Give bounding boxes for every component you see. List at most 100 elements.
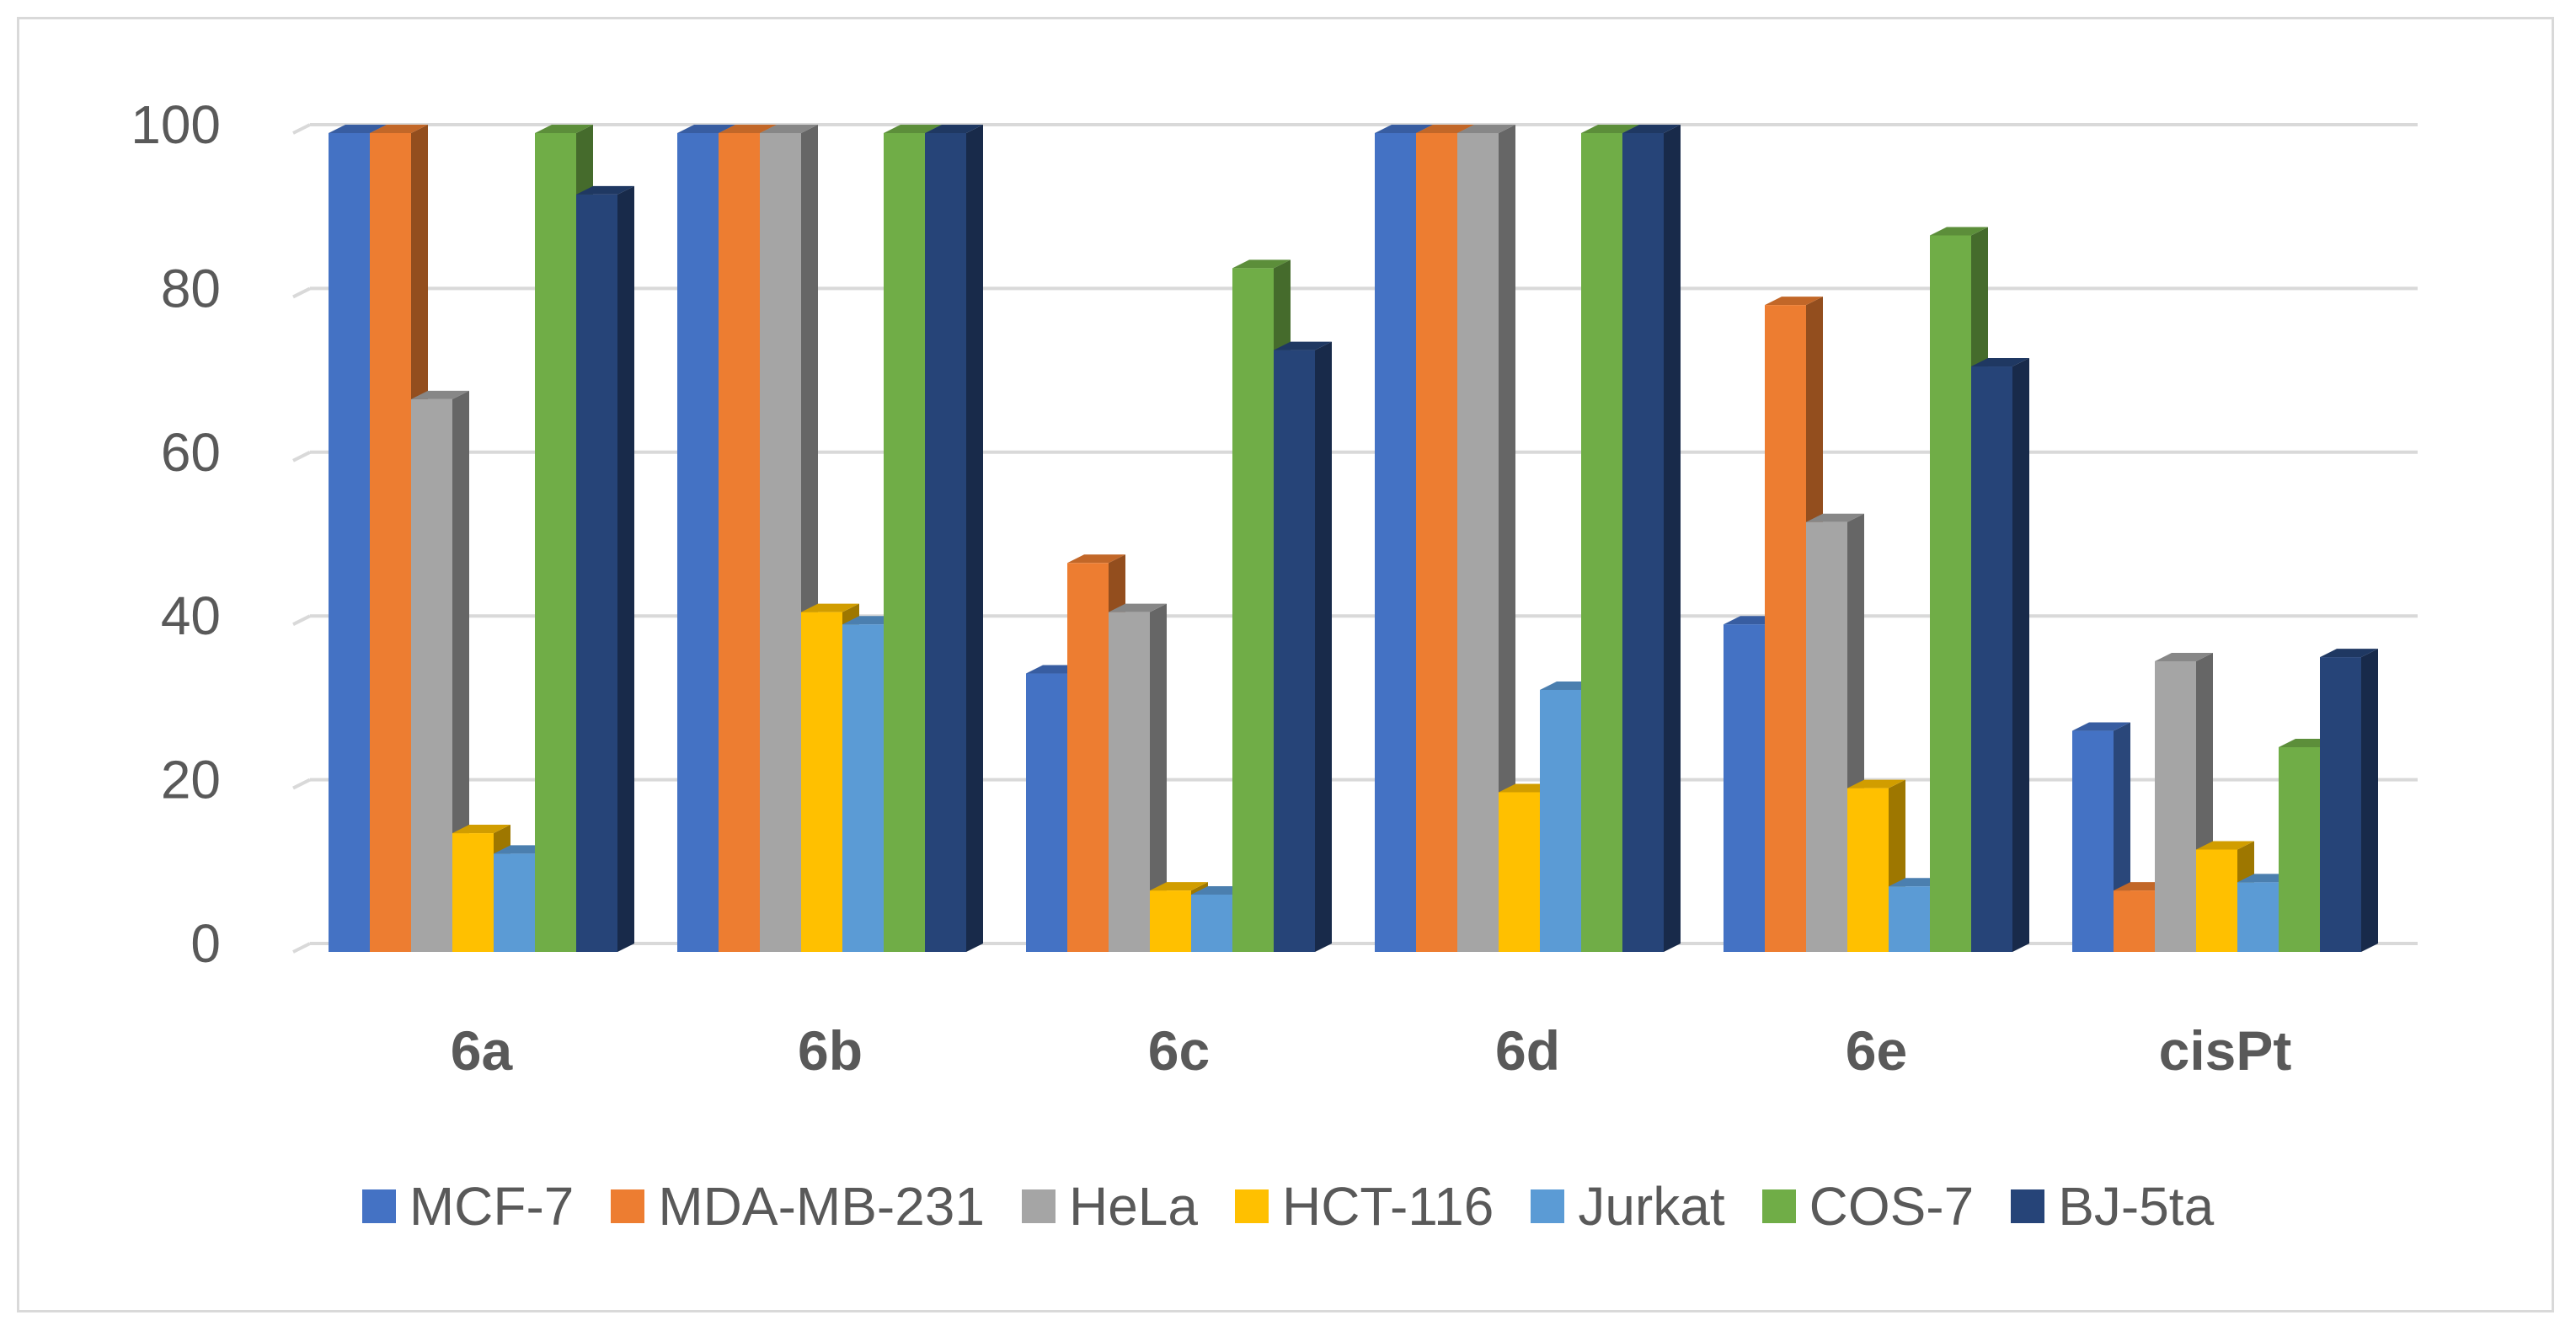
bar-side [1664,125,1681,952]
bar-top [1150,882,1208,891]
bar-top [677,125,735,133]
x-tick-label: 6a [451,1019,514,1082]
legend-swatch [1531,1189,1565,1223]
bar-front [760,133,801,952]
x-tick-label: 6e [1846,1019,1907,1082]
bar-front [576,194,617,952]
bar-front [2196,849,2237,952]
bar-top [2072,722,2130,731]
bar-6d-HeLa [1457,125,1515,952]
bar-top [1806,513,1864,522]
bar-front [1765,305,1806,952]
legend: MCF-7 MDA-MB-231 HeLa HCT-116 Jurkat COS-7 BJ-… [0,1175,2576,1237]
bar-top [452,825,510,834]
bar-front [1274,350,1315,953]
y-tick-label: 60 [161,422,221,483]
legend-label: BJ-5ta [2058,1176,2215,1237]
gridline-depth [292,123,311,135]
legend-item: BJ-5ta [2011,1175,2214,1237]
bar-top [1416,125,1474,133]
legend-item: COS-7 [1761,1175,1975,1237]
bar-6c-HeLa [1109,603,1167,952]
x-axis-ticks: 6a 6b 6c 6d 6e cisPt [451,1019,2292,1082]
bar-front [494,853,535,952]
bar-front [1806,521,1847,952]
bar-top [760,125,818,133]
bar-top [576,185,634,195]
bar-front [1232,268,1274,952]
bar-side [2012,358,2029,952]
bar-6e-Jurkat [1889,878,1947,952]
bar-top [1109,603,1167,612]
bar-top [1274,341,1332,350]
bar-front [1375,133,1416,952]
bar-side [2361,649,2378,952]
bar-front [535,133,576,952]
bar-front [1930,235,1971,952]
legend-label: HCT-116 [1281,1176,1494,1237]
legend-swatch [1761,1189,1796,1223]
bar-side [1315,341,1332,953]
y-axis-ticks: 0 20 40 60 80 100 [131,94,221,974]
bar-front [1416,133,1457,952]
legend-item: HeLa [1021,1175,1198,1237]
bar-top [329,125,387,133]
bar-front [1150,890,1191,952]
bar-front [1109,612,1150,952]
gridline-depth [292,451,311,462]
gridline-depth [292,286,311,299]
bar-front [452,833,494,952]
bar-front [925,133,966,952]
bars [329,125,2378,953]
bar-front [1067,563,1109,952]
bar-front [2072,730,2114,952]
bar-top [925,125,983,133]
bar-top [1765,297,1823,306]
legend-item: MDA-MB-231 [611,1175,985,1237]
legend-swatch [2011,1189,2045,1223]
bar-top [1622,125,1681,133]
bar-top [2196,841,2254,850]
bar-front [1581,133,1622,952]
bar-front [2155,660,2196,952]
bar-top [801,603,859,612]
bar-front [1889,886,1930,952]
bar-top [1067,554,1125,564]
bar-top [1847,779,1905,788]
bar-6e-BJ-5ta [1971,358,2029,952]
bar-front [842,624,884,952]
bar-front [2237,882,2279,952]
bar-front [411,398,452,952]
bar-front [370,133,411,952]
bar-front [1191,894,1232,952]
bar-cisPt-BJ-5ta [2320,649,2378,952]
bar-side [617,185,634,952]
bar-top [1581,125,1639,133]
bar-top [719,125,777,133]
bar-6a-HeLa [411,390,469,952]
bar-side [1150,603,1167,952]
bar-front [801,612,842,952]
legend-label: MCF-7 [409,1176,575,1237]
x-tick-label: 6c [1148,1019,1210,1082]
bar-front [719,133,760,952]
y-tick-label: 100 [131,94,221,155]
legend-item: MCF-7 [361,1175,575,1237]
bar-side [452,390,469,952]
y-tick-label: 0 [190,913,221,974]
legend-label: COS-7 [1809,1176,1975,1237]
legend-label: MDA-MB-231 [658,1176,985,1237]
legend-label: HeLa [1068,1176,1198,1237]
gridline-depth [292,614,311,626]
x-tick-label: 6b [798,1019,863,1082]
gridline-depth [292,942,311,954]
x-tick-label: 6d [1495,1019,1560,1082]
bar-front [1499,792,1540,952]
bar-side [1499,125,1515,952]
bar-top [535,125,593,133]
x-tick-label: cisPt [2159,1019,2292,1082]
bar-6b-HCT-116 [801,603,859,952]
gridlines [292,123,2418,954]
bar-front [2320,657,2361,952]
bar-side [966,125,983,952]
